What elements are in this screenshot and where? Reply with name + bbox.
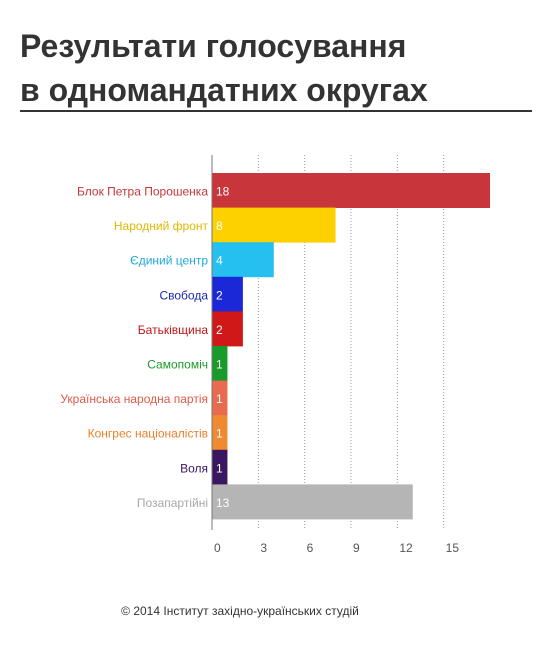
category-label-7: Конгрес націоналістів bbox=[88, 427, 208, 441]
bar-5 bbox=[212, 346, 228, 381]
bar-2 bbox=[212, 242, 274, 278]
bar-7 bbox=[212, 415, 228, 451]
value-label-0: 18 bbox=[216, 185, 230, 199]
value-label-4: 2 bbox=[216, 323, 223, 337]
bar-9 bbox=[212, 484, 413, 520]
value-label-6: 1 bbox=[216, 392, 223, 406]
x-tick-label-2: 6 bbox=[307, 541, 314, 555]
value-label-7: 1 bbox=[216, 427, 223, 441]
category-label-8: Воля bbox=[180, 461, 208, 475]
category-label-3: Свобода bbox=[159, 288, 208, 302]
title-line-2: в одномандатних округах bbox=[20, 72, 428, 108]
x-tick-label-1: 3 bbox=[260, 541, 267, 555]
x-tick-label-4: 12 bbox=[399, 541, 413, 555]
category-label-6: Українська народна партія bbox=[60, 392, 208, 406]
value-label-2: 4 bbox=[216, 254, 223, 268]
category-label-1: Народний фронт bbox=[114, 219, 209, 233]
value-label-3: 2 bbox=[216, 288, 223, 302]
bar-6 bbox=[212, 380, 228, 416]
bar-4 bbox=[212, 311, 243, 347]
x-tick-label-5: 15 bbox=[446, 541, 460, 555]
title-underline bbox=[20, 110, 532, 112]
bar-8 bbox=[212, 449, 228, 485]
bar-3 bbox=[212, 276, 243, 312]
category-label-0: Блок Петра Порошенка bbox=[77, 185, 208, 199]
x-tick-label-0: 0 bbox=[214, 541, 221, 555]
category-label-2: Єдиний центр bbox=[130, 254, 208, 268]
value-label-5: 1 bbox=[216, 358, 223, 372]
category-label-9: Позапартійні bbox=[137, 496, 208, 510]
category-label-5: Самопоміч bbox=[147, 358, 208, 372]
bar-0 bbox=[212, 173, 490, 208]
bar-1 bbox=[212, 207, 336, 243]
value-label-9: 13 bbox=[216, 496, 230, 510]
title-line-1: Результати голосування bbox=[20, 28, 407, 64]
copyright-footer: © 2014 Інститут західно-українських студ… bbox=[121, 604, 359, 618]
chart-title: Результати голосування в одномандатних о… bbox=[20, 24, 532, 112]
value-label-1: 8 bbox=[216, 219, 223, 233]
category-label-4: Батьківщина bbox=[138, 323, 209, 337]
value-label-8: 1 bbox=[216, 461, 223, 475]
x-tick-label-3: 9 bbox=[353, 541, 360, 555]
